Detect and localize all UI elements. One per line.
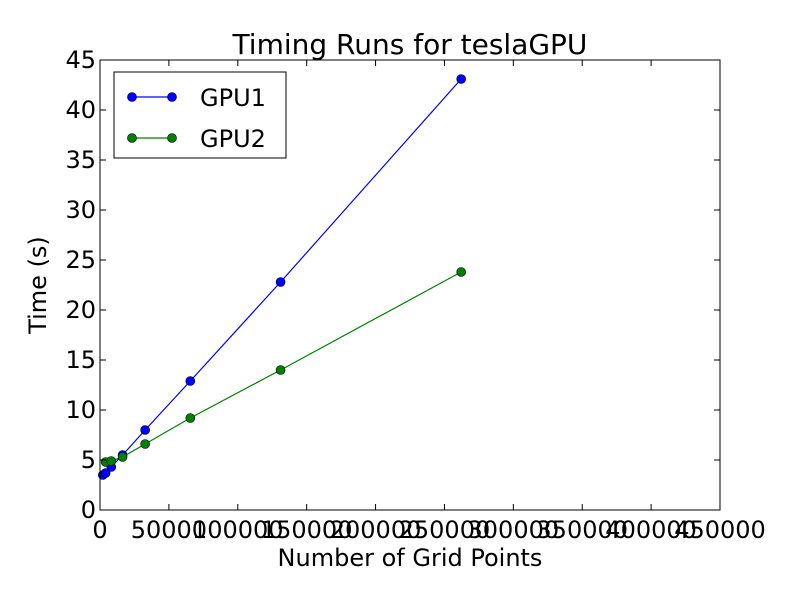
legend-label-gpu2: GPU2 [200, 125, 266, 153]
y-tick-label: 5 [81, 446, 96, 474]
y-tick-label: 15 [65, 346, 96, 374]
data-point-gpu2 [185, 413, 196, 423]
legend-label-gpu1: GPU1 [200, 84, 266, 112]
legend-marker-gpu2 [167, 133, 177, 143]
plot-frame [99, 59, 721, 511]
y-tick-label: 0 [81, 496, 96, 524]
data-point-gpu2 [456, 267, 466, 277]
y-tick-label: 40 [65, 96, 96, 124]
legend-box [113, 71, 287, 159]
x-tick-label: 400000 [605, 516, 697, 544]
y-tick-label: 25 [65, 246, 96, 274]
data-point-gpu2 [140, 439, 150, 449]
x-axis-label: Number of Grid Points [278, 544, 543, 572]
x-tick-label: 100000 [192, 516, 284, 544]
legend-marker-gpu2 [127, 133, 137, 143]
legend-marker-gpu1 [127, 92, 137, 102]
y-tick-label: 45 [65, 46, 96, 74]
data-point-gpu2 [117, 452, 128, 462]
y-tick-label: 35 [65, 146, 96, 174]
series-layer [98, 74, 466, 480]
x-tick-label: 0 [92, 516, 107, 544]
x-tick-label: 300000 [468, 516, 560, 544]
y-tick-label: 20 [65, 296, 96, 324]
legend: GPU1 GPU2 [113, 71, 287, 159]
x-tick-label: 150000 [261, 516, 353, 544]
x-tick-label: 250000 [399, 516, 491, 544]
data-point-gpu1 [140, 425, 150, 435]
data-point-gpu1 [275, 277, 286, 287]
data-point-gpu2 [106, 456, 117, 466]
data-point-gpu1 [185, 376, 196, 386]
x-tick-label: 350000 [536, 516, 628, 544]
data-point-gpu2 [275, 365, 286, 375]
y-axis-label: Time (s) [24, 236, 52, 335]
legend-entry-gpu1: GPU1 [127, 84, 266, 112]
y-tick-label: 30 [65, 196, 96, 224]
legend-marker-gpu1 [167, 92, 177, 102]
tick-layer: 0 500001000001500002000002500003000003500… [65, 46, 765, 544]
y-tick-label: 10 [65, 396, 96, 424]
x-tick-label: 200000 [330, 516, 422, 544]
data-point-gpu1 [100, 468, 111, 478]
x-tick-label: 450000 [674, 516, 766, 544]
x-tick-label: 50000 [131, 516, 207, 544]
data-point-gpu1 [456, 74, 466, 84]
chart-title: Timing Runs for teslaGPU [232, 28, 588, 61]
legend-entry-gpu2: GPU2 [127, 125, 266, 153]
